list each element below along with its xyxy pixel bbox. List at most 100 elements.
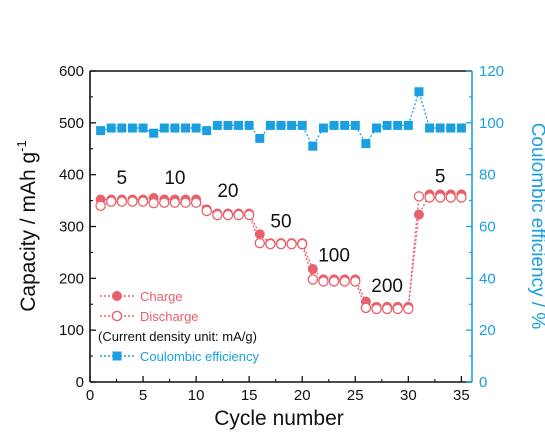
- coulombic-efficiency-point: [234, 120, 244, 130]
- coulombic-efficiency-point: [170, 123, 180, 133]
- left-y-tick-label: 100: [59, 322, 84, 339]
- discharge-point: [254, 237, 266, 249]
- x-tick-label: 10: [188, 387, 205, 404]
- right-y-axis-title: Coulombic efficiency / %: [527, 123, 545, 330]
- coulombic-efficiency-point: [191, 123, 201, 133]
- x-tick-label: 5: [139, 387, 147, 404]
- discharge-point: [243, 209, 255, 221]
- right-y-tick-label: 120: [479, 63, 504, 80]
- coulombic-efficiency-point: [96, 126, 106, 136]
- right-y-tick-label: 20: [479, 322, 496, 339]
- legend-discharge-label: Discharge: [140, 309, 199, 324]
- right-y-tick-label: 100: [479, 115, 504, 132]
- coulombic-efficiency-point: [149, 128, 159, 138]
- legend-ce-label: Coulombic efficiency: [140, 349, 259, 364]
- left-y-tick-label: 200: [59, 270, 84, 287]
- discharge-point: [307, 274, 319, 285]
- charge-point: [307, 264, 318, 275]
- legend-charge-label: Charge: [140, 289, 183, 304]
- discharge-point: [169, 197, 181, 208]
- coulombic-efficiency-point: [425, 123, 435, 133]
- coulombic-efficiency-point: [127, 123, 137, 133]
- discharge-point: [296, 238, 308, 250]
- discharge-point: [116, 196, 128, 207]
- right-y-tick-label: 0: [479, 374, 487, 391]
- discharge-point: [328, 276, 340, 287]
- current-density-label: 50: [270, 212, 291, 233]
- current-density-label: 20: [217, 181, 238, 202]
- current-density-label: 200: [371, 276, 403, 297]
- x-tick-label: 30: [400, 387, 417, 404]
- charge-point: [413, 209, 424, 220]
- right-y-tick-label: 40: [479, 270, 496, 287]
- coulombic-efficiency-point: [138, 123, 148, 133]
- left-y-tick-label: 0: [76, 374, 84, 391]
- x-tick-label: 25: [347, 387, 364, 404]
- coulombic-efficiency-point: [318, 123, 328, 133]
- coulombic-efficiency-point: [382, 120, 392, 130]
- legend-discharge-marker: [111, 310, 123, 322]
- discharge-point: [381, 303, 393, 315]
- legend-ce-marker: [112, 351, 122, 361]
- coulombic-efficiency-point: [117, 123, 127, 133]
- discharge-point: [137, 196, 149, 207]
- coulombic-efficiency-point: [403, 120, 413, 130]
- coulombic-efficiency-series-line: [100, 89, 462, 148]
- discharge-point: [318, 276, 329, 287]
- discharge-point: [413, 191, 425, 202]
- left-y-tick-label: 500: [59, 115, 84, 132]
- discharge-point: [148, 197, 159, 209]
- discharge-point: [403, 303, 414, 315]
- left-y-tick-label: 300: [59, 219, 84, 236]
- coulombic-efficiency-point: [456, 123, 466, 133]
- right-y-tick-label: 60: [479, 219, 496, 236]
- coulombic-efficiency-point: [106, 123, 116, 133]
- x-tick-label: 35: [453, 387, 470, 404]
- right-y-tick-label: 80: [479, 167, 496, 184]
- discharge-point: [180, 197, 191, 208]
- current-density-label: 10: [164, 168, 185, 189]
- x-axis-title: Cycle number: [214, 407, 344, 430]
- discharge-point: [265, 238, 276, 250]
- discharge-point: [445, 192, 457, 203]
- coulombic-efficiency-point: [340, 120, 350, 130]
- current-density-label: 5: [117, 168, 128, 189]
- x-tick-label: 20: [294, 387, 311, 404]
- coulombic-efficiency-point: [446, 123, 456, 133]
- coulombic-efficiency-point: [414, 87, 424, 97]
- discharge-point: [190, 197, 202, 208]
- left-y-axis-title-superscript: -1: [14, 140, 29, 152]
- coulombic-efficiency-point: [308, 141, 318, 151]
- discharge-point: [127, 196, 138, 207]
- discharge-point: [286, 238, 297, 250]
- left-y-tick-label: 400: [59, 167, 84, 184]
- coulombic-efficiency-point: [244, 120, 254, 130]
- legend-charge-marker: [112, 291, 122, 301]
- coulombic-efficiency-point: [372, 123, 381, 133]
- discharge-point: [339, 276, 350, 287]
- discharge-point: [424, 192, 435, 203]
- coulombic-efficiency-point: [265, 120, 275, 130]
- legend-current-density-note: (Current density unit: mA/g): [98, 329, 257, 344]
- discharge-point: [212, 209, 223, 221]
- discharge-point: [159, 197, 170, 208]
- coulombic-efficiency-point: [361, 139, 371, 149]
- discharge-point: [95, 200, 106, 212]
- coulombic-efficiency-point: [435, 123, 445, 133]
- coulombic-efficiency-point: [212, 120, 222, 130]
- discharge-point: [360, 302, 372, 314]
- coulombic-efficiency-point: [181, 123, 190, 133]
- discharge-point: [456, 192, 467, 203]
- x-tick-label: 0: [86, 387, 94, 404]
- legend: Charge Discharge (Current density unit: …: [98, 289, 259, 364]
- coulombic-efficiency-point: [287, 120, 297, 130]
- coulombic-efficiency-point: [159, 123, 169, 133]
- left-y-axis-title-main: Capacity / mAh g: [17, 152, 40, 312]
- coulombic-efficiency-point: [202, 126, 212, 136]
- discharge-point: [371, 303, 382, 315]
- discharge-point: [350, 276, 361, 287]
- discharge-point: [201, 205, 212, 217]
- coulombic-efficiency-point: [276, 120, 286, 130]
- x-tick-label: 15: [241, 387, 258, 404]
